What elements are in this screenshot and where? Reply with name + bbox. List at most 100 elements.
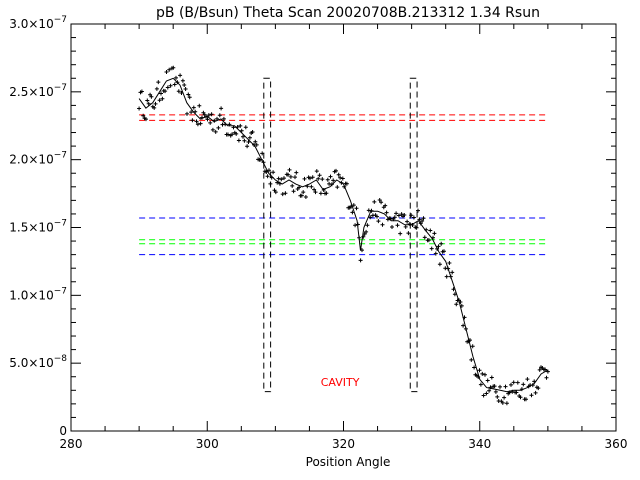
- data-point: [165, 85, 170, 90]
- data-point: [287, 167, 292, 172]
- data-point: [216, 125, 221, 130]
- data-point: [193, 109, 198, 114]
- data-point: [383, 203, 388, 208]
- data-point: [156, 80, 161, 85]
- data-point: [297, 185, 302, 190]
- y-tick-label: 1.0×10−7: [9, 286, 67, 302]
- data-point: [176, 89, 181, 94]
- data-point: [160, 96, 165, 101]
- data-point: [376, 219, 381, 224]
- data-point: [447, 261, 452, 265]
- data-point: [236, 138, 241, 143]
- data-point: [377, 198, 382, 202]
- data-point: [426, 238, 431, 243]
- data-point: [361, 234, 366, 239]
- data-point: [365, 223, 370, 228]
- data-point: [154, 86, 159, 91]
- data-point: [390, 225, 394, 229]
- data-point: [417, 217, 422, 222]
- data-point: [299, 193, 304, 198]
- data-point: [301, 190, 306, 195]
- data-point: [194, 119, 199, 124]
- data-point: [241, 134, 245, 139]
- data-point: [213, 129, 218, 134]
- data-point: [372, 199, 377, 204]
- data-point: [504, 401, 509, 406]
- y-tick-label: 2.5×10−7: [9, 83, 67, 99]
- data-point: [485, 378, 490, 383]
- data-point: [291, 189, 296, 194]
- data-point: [187, 95, 192, 100]
- data-point: [394, 211, 399, 216]
- data-point: [498, 384, 502, 389]
- data-point: [247, 135, 252, 140]
- data-point: [294, 170, 299, 175]
- data-point: [469, 357, 474, 362]
- data-point: [245, 144, 250, 149]
- y-tick-label: 5.0×10−8: [9, 354, 67, 370]
- data-point: [414, 225, 419, 230]
- data-point: [437, 262, 442, 267]
- data-point: [260, 151, 265, 156]
- chart-title: pB (B/Bsun) Theta Scan 20020708B.213312 …: [156, 5, 540, 21]
- data-point: [250, 130, 255, 134]
- y-tick-label: 3.0×10−7: [9, 15, 67, 31]
- data-point: [335, 185, 340, 190]
- data-point: [318, 191, 323, 196]
- data-point: [152, 105, 157, 110]
- data-point: [164, 70, 169, 74]
- boundary-box: [263, 77, 272, 393]
- data-point: [392, 215, 397, 220]
- reference-lines: [139, 114, 548, 256]
- data-point: [185, 111, 189, 116]
- data-point: [454, 302, 459, 307]
- data-point: [276, 176, 281, 181]
- data-point: [198, 121, 203, 126]
- data-point: [433, 251, 438, 256]
- data-point: [253, 139, 258, 144]
- data-point: [509, 382, 513, 387]
- data-point: [379, 200, 384, 205]
- annotation-cavity: CAVITY: [321, 376, 360, 389]
- data-point: [273, 190, 278, 195]
- data-point: [403, 224, 408, 229]
- data-point: [353, 223, 358, 228]
- data-point: [320, 177, 325, 182]
- data-point: [195, 122, 200, 127]
- data-point: [477, 368, 482, 373]
- data-point: [219, 106, 224, 111]
- data-point: [149, 94, 154, 99]
- data-point: [484, 391, 489, 396]
- data-point: [416, 208, 420, 213]
- data-point: [524, 397, 528, 402]
- data-point: [351, 203, 356, 208]
- data-point: [290, 183, 295, 188]
- data-point: [197, 103, 202, 108]
- data-point: [316, 176, 321, 181]
- boundary-box: [409, 77, 418, 393]
- data-point: [286, 172, 291, 177]
- data-point: [429, 246, 434, 251]
- data-point: [206, 113, 211, 118]
- data-point: [420, 219, 425, 223]
- data-point: [487, 388, 492, 393]
- data-point: [313, 190, 318, 195]
- data-point: [511, 380, 516, 385]
- data-point: [436, 244, 441, 249]
- data-point: [336, 172, 341, 177]
- data-point: [163, 89, 168, 94]
- data-point: [398, 231, 403, 236]
- data-point: [288, 174, 293, 179]
- data-point: [500, 400, 505, 405]
- data-point: [375, 214, 379, 219]
- axis-tick-labels: 280 300 320 340 360 0 5.0×10−8 1.0×10−7 1.5×10−7…: [9, 15, 627, 451]
- data-point: [328, 174, 333, 179]
- data-point: [312, 187, 317, 192]
- data-point: [186, 92, 191, 97]
- data-point: [395, 223, 400, 228]
- data-point: [502, 395, 507, 400]
- data-point: [221, 116, 226, 121]
- data-point: [190, 118, 195, 123]
- data-point: [543, 367, 548, 372]
- data-point: [514, 390, 519, 395]
